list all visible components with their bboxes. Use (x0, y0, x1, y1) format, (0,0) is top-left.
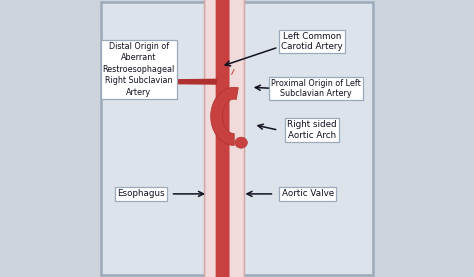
Text: Proximal Origin of Left
Subclavian Artery: Proximal Origin of Left Subclavian Arter… (271, 79, 361, 98)
Text: Esophagus: Esophagus (118, 189, 165, 198)
Text: Right sided
Aortic Arch: Right sided Aortic Arch (287, 120, 337, 140)
Polygon shape (159, 79, 217, 85)
Polygon shape (231, 69, 235, 75)
FancyBboxPatch shape (216, 0, 229, 277)
Text: Distal Origin of
Aberrant
Restroesophageal
Right Subclavian
Artery: Distal Origin of Aberrant Restroesophage… (102, 42, 175, 97)
Ellipse shape (235, 137, 247, 148)
Polygon shape (210, 87, 238, 145)
FancyBboxPatch shape (205, 0, 245, 277)
FancyBboxPatch shape (100, 2, 374, 275)
Polygon shape (218, 55, 223, 78)
Text: Aortic Valve: Aortic Valve (282, 189, 334, 198)
Text: Left Common
Carotid Artery: Left Common Carotid Artery (281, 32, 343, 51)
